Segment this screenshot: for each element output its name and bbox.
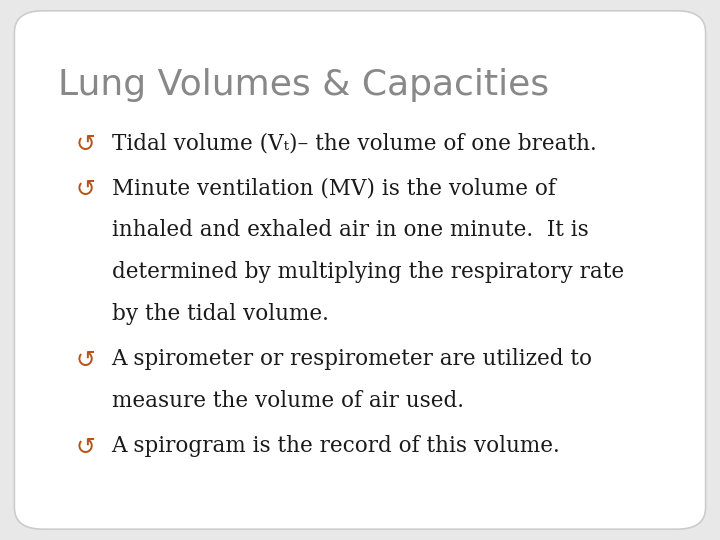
- Text: Lung Volumes & Capacities: Lung Volumes & Capacities: [58, 68, 549, 102]
- Text: ↺: ↺: [76, 348, 95, 372]
- Text: inhaled and exhaled air in one minute.  It is: inhaled and exhaled air in one minute. I…: [112, 219, 588, 241]
- Text: Tidal volume (Vₜ)– the volume of one breath.: Tidal volume (Vₜ)– the volume of one bre…: [112, 132, 596, 154]
- Text: ↺: ↺: [76, 132, 95, 156]
- Text: A spirogram is the record of this volume.: A spirogram is the record of this volume…: [112, 435, 560, 457]
- Text: A spirometer or respirometer are utilized to: A spirometer or respirometer are utilize…: [112, 348, 593, 370]
- Text: Minute ventilation (MV) is the volume of: Minute ventilation (MV) is the volume of: [112, 177, 555, 199]
- Text: ↺: ↺: [76, 435, 95, 459]
- Text: determined by multiplying the respiratory rate: determined by multiplying the respirator…: [112, 261, 624, 284]
- Text: by the tidal volume.: by the tidal volume.: [112, 303, 328, 326]
- Text: measure the volume of air used.: measure the volume of air used.: [112, 390, 464, 413]
- Text: ↺: ↺: [76, 177, 95, 201]
